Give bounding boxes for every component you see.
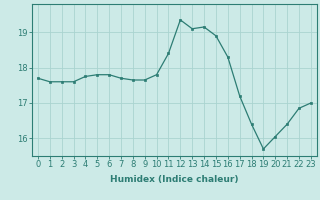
X-axis label: Humidex (Indice chaleur): Humidex (Indice chaleur) [110,175,239,184]
